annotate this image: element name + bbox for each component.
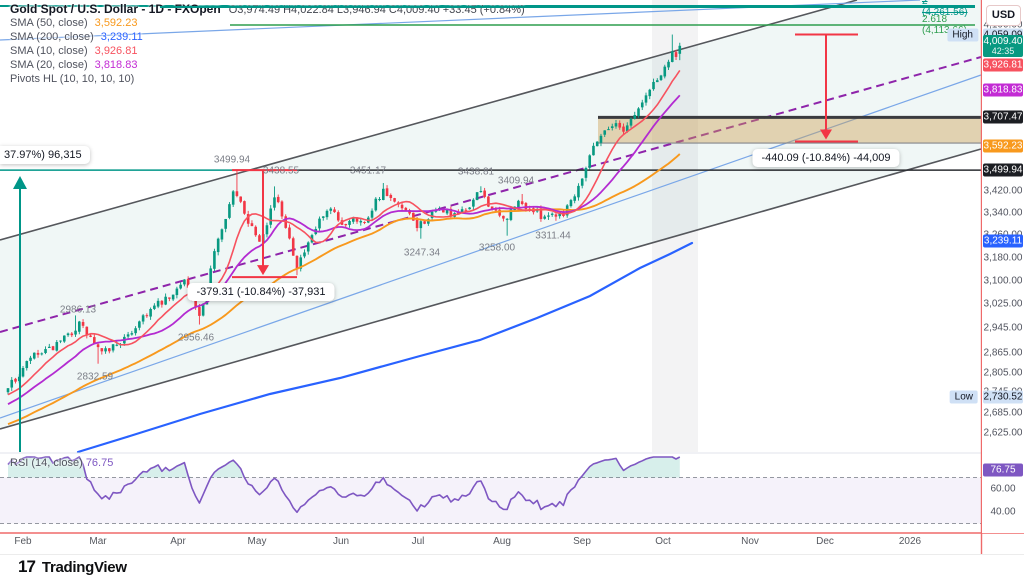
sma-20-line[interactable] (7, 94, 681, 405)
channel-upper-line[interactable] (0, 0, 858, 241)
candles-series (6, 34, 682, 395)
selection-column (652, 0, 698, 452)
pivot-label: 3438.55 (262, 165, 300, 177)
tradingview-logo-icon: 17 (18, 557, 36, 576)
tradingview-wordmark: TradingView (41, 558, 127, 576)
pivot-label: 2986.13 (59, 304, 97, 316)
price-tick: 3,180.00 (983, 252, 1023, 264)
legend[interactable]: Gold Spot / U.S. Dollar - 1D - FXOpen O3,… (10, 2, 525, 86)
price-badge: 3,926.81 (983, 58, 1023, 72)
currency-button[interactable]: USD (986, 5, 1021, 26)
bar-countdown: 42:35 (991, 45, 1015, 56)
time-axis-label: Jul (411, 536, 425, 547)
time-axis-label: Jun (332, 536, 350, 547)
price-badge: 2,730.52 (983, 390, 1023, 404)
symbol-title[interactable]: Gold Spot / U.S. Dollar - 1D - FXOpen (10, 2, 221, 16)
channel-lower-line[interactable] (0, 148, 982, 430)
price-badge: 3,499.94 (983, 163, 1023, 177)
rsi-line[interactable] (7, 456, 681, 514)
price-tick: 3,025.00 (983, 298, 1023, 310)
price-tick: 2,865.00 (983, 347, 1023, 359)
rsi-value-badge: 76.75 (983, 463, 1023, 477)
price-tick: 3,100.00 (983, 275, 1023, 287)
price-badge: 3,707.47 (983, 110, 1023, 124)
price-badge: 4,009.40 42:35 (983, 34, 1023, 57)
pivot-label: 3499.94 (213, 154, 251, 166)
time-axis-label: Apr (170, 536, 186, 547)
price-tick: 2,685.00 (983, 407, 1023, 419)
pivot-label: 3247.34 (403, 247, 441, 259)
pivot-label: 3409.94 (497, 175, 535, 187)
trend-channel-fill (0, 0, 981, 429)
footer-brand[interactable]: 17 TradingView (18, 557, 127, 577)
price-badge: 3,239.11 (983, 234, 1023, 248)
measure-arrow-right-head (820, 129, 832, 140)
rsi-overbought-fill (8, 457, 680, 478)
price-tick: 3,420.00 (983, 185, 1023, 197)
pivot-label: 2956.46 (177, 332, 215, 344)
sma-50-line[interactable] (7, 153, 681, 425)
pivot-label: 3311.44 (535, 230, 571, 242)
pivot-label: 2832.59 (76, 371, 114, 383)
measure-label-left: -379.31 (-10.84%) -37,931 (187, 283, 335, 301)
sma-10-line[interactable] (7, 69, 681, 396)
rsi-tick: 40.00 (990, 506, 1016, 518)
indicator-row-sma50[interactable]: SMA (50, close) 3,592.23 (10, 17, 138, 29)
symbol-row[interactable]: Gold Spot / U.S. Dollar - 1D - FXOpen O3,… (10, 2, 525, 16)
indicator-row-sma200[interactable]: SMA (200, close) 3,239.11 (10, 31, 143, 43)
trendline-blue-lower[interactable] (0, 74, 982, 419)
indicator-row-sma20[interactable]: SMA (20, close) 3,818.83 (10, 59, 138, 71)
measure-arrow-left-head (257, 265, 269, 276)
high-tag: High (947, 28, 978, 42)
time-axis-label: 2026 (898, 536, 922, 547)
sma-200-line[interactable] (76, 241, 694, 454)
price-axis[interactable]: 4,100.003,420.003,340.003,260.003,180.00… (982, 0, 1024, 533)
gain-label: 37.97%) 96,315 (0, 146, 90, 164)
price-tick: 2,805.00 (983, 367, 1023, 379)
supply-zone[interactable] (598, 117, 981, 144)
time-axis-label: Aug (493, 536, 511, 547)
time-axis-label: Sep (573, 536, 591, 547)
fib-2-line-over-legend (160, 6, 975, 8)
indicator-row-sma10[interactable]: SMA (10, close) 3,926.81 (10, 45, 138, 57)
pivot-label: 3258.00 (478, 242, 516, 254)
low-tag: Low (949, 390, 978, 404)
price-tick: 3,340.00 (983, 207, 1023, 219)
price-tick: 2,625.00 (983, 427, 1023, 439)
price-badge: 3,818.83 (983, 83, 1023, 97)
pivot-label: 3438.81 (457, 166, 495, 178)
rsi-legend[interactable]: RSI (14, close) 76.75 (10, 457, 114, 469)
indicator-row-pivots[interactable]: Pivots HL (10, 10, 10, 10) (10, 73, 135, 85)
rsi-tick: 60.00 (990, 483, 1016, 495)
measure-label-right: -440.09 (-10.84%) -44,009 (752, 149, 900, 167)
time-axis-label: Nov (741, 536, 759, 547)
pivot-label: 3451.17 (349, 165, 387, 177)
fib-2618-label: 2.618 (4,113.66) (922, 14, 967, 36)
teal-arrow-head (13, 176, 27, 189)
fib-2-label: 2 (4,261.56) (922, 0, 968, 18)
time-axis-label: Oct (655, 536, 671, 547)
time-axis-label: Mar (89, 536, 107, 547)
time-axis-label: Dec (816, 536, 834, 547)
price-tick: 2,945.00 (983, 322, 1023, 334)
time-axis-label: Feb (14, 536, 32, 547)
time-axis-label: May (247, 536, 267, 547)
channel-mid-dashed-line[interactable] (0, 56, 982, 333)
price-badge: 3,592.23 (983, 139, 1023, 153)
